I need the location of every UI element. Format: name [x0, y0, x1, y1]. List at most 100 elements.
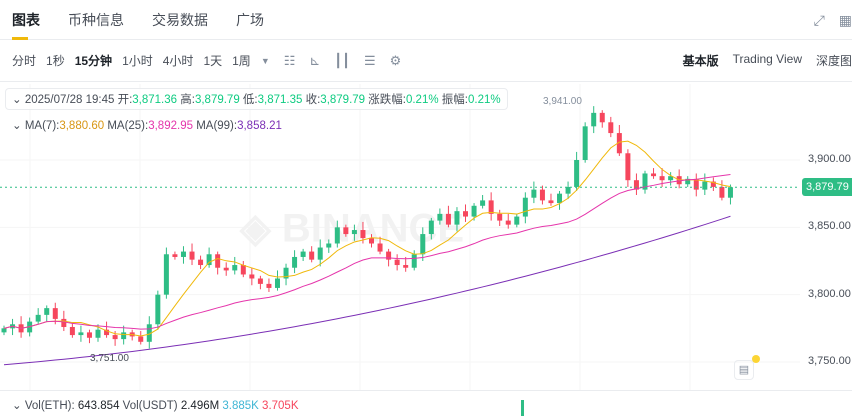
- amplitude-label: 振幅:: [441, 94, 468, 106]
- candle: [599, 112, 605, 123]
- vol-sell-value: 3.705K: [262, 400, 299, 412]
- candle: [420, 234, 426, 255]
- candle: [480, 200, 486, 206]
- candle: [351, 230, 357, 235]
- indicator-icon[interactable]: ☷: [283, 52, 296, 68]
- candle: [377, 243, 383, 252]
- candle: [437, 213, 443, 221]
- interval-timeline[interactable]: 分时: [12, 54, 37, 68]
- ohlc-info: ⌄ 2025/07/28 19:45 开:3,871.36 高:3,879.79…: [5, 88, 508, 110]
- low-label: 低:: [242, 94, 258, 106]
- candle: [505, 220, 511, 225]
- candle: [326, 243, 332, 248]
- chevron-down-icon[interactable]: ⌄: [12, 400, 22, 412]
- tab-square[interactable]: 广场: [236, 11, 264, 28]
- interval-1h[interactable]: 1小时: [122, 54, 153, 68]
- low-marker: 3,751.00: [90, 353, 129, 364]
- ma-legend: ⌄ MA(7):3,880.60 MA(25):3,892.95 MA(99):…: [12, 118, 282, 132]
- vol-buy-value: 3.885K: [222, 400, 259, 412]
- candle: [642, 173, 648, 190]
- change-value: 0.21%: [405, 94, 439, 106]
- candle: [616, 133, 622, 154]
- candle: [557, 193, 563, 204]
- vol-eth-value: 643.854: [77, 400, 120, 412]
- ma7-value: 3,880.60: [59, 120, 105, 132]
- interval-4h[interactable]: 4小时: [162, 54, 194, 68]
- chevron-down-icon[interactable]: ⌄: [12, 94, 22, 106]
- template-icon[interactable]: ☰: [363, 52, 376, 68]
- candle: [685, 178, 691, 185]
- candle: [497, 213, 503, 221]
- chevron-down-icon[interactable]: ⌄: [12, 120, 22, 132]
- candle: [146, 324, 152, 342]
- candle: [266, 283, 272, 288]
- ma7-label: MA(7):: [24, 120, 60, 132]
- expand-icon[interactable]: ⤢: [813, 12, 825, 28]
- high-value: 3,879.79: [194, 94, 240, 106]
- candle: [189, 251, 195, 260]
- candle: [394, 259, 400, 266]
- candle: [659, 176, 665, 181]
- candle: [531, 189, 537, 198]
- tab-chart[interactable]: 图表: [12, 0, 40, 40]
- vol-usdt-value: 2.496M: [180, 400, 220, 412]
- gear-icon[interactable]: ⚙: [389, 52, 402, 68]
- candle: [582, 126, 588, 160]
- candle-datetime: 2025/07/28 19:45: [24, 94, 115, 106]
- candle-type-icon[interactable]: ┃┃: [334, 52, 350, 68]
- chevron-down-icon[interactable]: ▼: [260, 55, 270, 66]
- candle: [232, 265, 238, 271]
- interval-1d[interactable]: 1天: [203, 54, 223, 68]
- ma25-value: 3,892.95: [148, 120, 193, 132]
- y-tick: 3,850.00: [808, 220, 851, 232]
- volume-legend: ⌄ Vol(ETH): 643.854 Vol(USDT) 2.496M 3.8…: [12, 398, 299, 412]
- candle: [386, 251, 392, 260]
- interval-1s[interactable]: 1秒: [46, 54, 65, 68]
- tab-trading-data[interactable]: 交易数据: [152, 11, 208, 28]
- amplitude-value: 0.21%: [467, 94, 501, 106]
- vol-eth-label: Vol(ETH):: [24, 400, 75, 412]
- candle: [95, 329, 101, 338]
- candle: [471, 205, 477, 217]
- view-tradingview[interactable]: Trading View: [732, 52, 802, 66]
- drawing-icon[interactable]: ⊾: [309, 52, 321, 68]
- ma25-label: MA(25):: [107, 120, 149, 132]
- candle: [514, 216, 520, 225]
- candle: [369, 238, 374, 244]
- ma99-label: MA(99):: [196, 120, 238, 132]
- interval-1w[interactable]: 1周: [232, 54, 251, 68]
- open-label: 开:: [117, 94, 133, 106]
- candle: [112, 335, 118, 340]
- candle: [317, 247, 323, 260]
- news-icon[interactable]: ▤: [734, 360, 754, 380]
- view-basic[interactable]: 基本版: [682, 54, 719, 68]
- candlestick-chart[interactable]: ◈ BINANCE: [0, 84, 852, 400]
- candle: [61, 318, 67, 327]
- candle: [215, 254, 221, 268]
- candle: [565, 186, 571, 194]
- candle: [155, 294, 161, 325]
- candle: [548, 200, 554, 204]
- tab-coin-info[interactable]: 币种信息: [68, 11, 124, 28]
- candle: [360, 230, 366, 239]
- candle: [411, 254, 417, 268]
- candle: [668, 176, 674, 181]
- candle: [651, 173, 657, 177]
- close-value: 3,879.79: [320, 94, 366, 106]
- candle: [343, 227, 349, 235]
- candle: [249, 274, 255, 279]
- layout-icon[interactable]: ▦: [838, 12, 852, 28]
- y-tick: 3,750.00: [808, 355, 851, 367]
- candle: [309, 251, 315, 260]
- candle: [240, 265, 246, 275]
- candle: [69, 326, 75, 336]
- candle: [463, 211, 469, 217]
- candle: [104, 329, 110, 336]
- candle: [300, 251, 306, 257]
- high-label: 高:: [180, 94, 195, 106]
- interval-15m[interactable]: 15分钟: [74, 54, 113, 68]
- main-tabs: 图表 币种信息 交易数据 广场 ⤢ ▦: [0, 0, 852, 40]
- y-tick: 3,800.00: [808, 288, 851, 300]
- candle: [539, 189, 545, 201]
- view-depth[interactable]: 深度图: [815, 54, 852, 68]
